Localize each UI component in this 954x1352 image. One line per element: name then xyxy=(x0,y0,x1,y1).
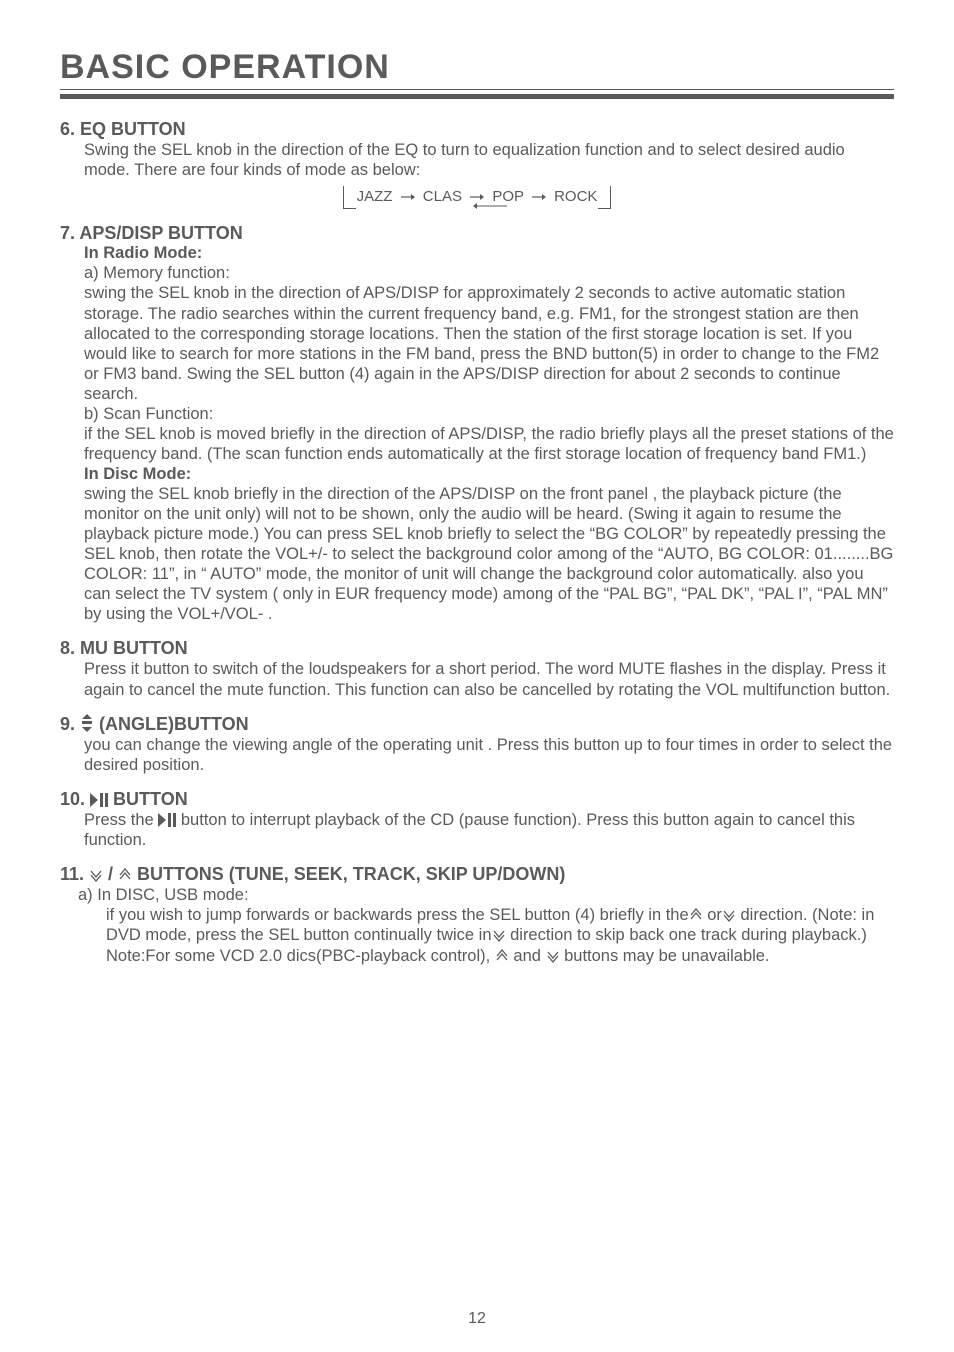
aps-disc-label: In Disc Mode: xyxy=(60,465,894,484)
play-heading-post: BUTTON xyxy=(108,789,188,809)
tune-body2-post: buttons may be unavailable. xyxy=(560,947,770,965)
aps-heading: 7. APS/DISP BUTTON xyxy=(60,223,894,244)
tune-body1-pre: if you wish to jump forwards or backward… xyxy=(106,906,689,924)
angle-heading-post: (ANGLE)BUTTON xyxy=(94,714,249,734)
play-body-post: button to interrupt playback of the CD (… xyxy=(84,811,855,849)
mu-body: Press it button to switch of the loudspe… xyxy=(60,659,894,699)
chevron-up-icon xyxy=(495,949,509,963)
aps-radio-a-body: swing the SEL knob in the direction of A… xyxy=(60,283,894,404)
angle-heading-pre: 9. xyxy=(60,714,80,734)
play-pause-icon xyxy=(158,813,176,827)
mu-heading: 8. MU BUTTON xyxy=(60,638,894,659)
chevron-down-icon xyxy=(89,868,103,882)
tune-body-1: if you wish to jump forwards or backward… xyxy=(60,905,894,945)
aps-radio-a: a) Memory function: xyxy=(60,263,894,283)
chevron-down-icon xyxy=(722,908,736,922)
tune-body2-pre: Note:For some VCD 2.0 dics(PBC-playback … xyxy=(106,947,495,965)
aps-disc-body: swing the SEL knob briefly in the direct… xyxy=(60,484,894,625)
eq-mode-3: ROCK xyxy=(554,188,597,205)
eq-mode-flow: JAZZ CLAS POP ROCK xyxy=(60,186,894,209)
eq-heading: 6. EQ BUTTON xyxy=(60,119,894,140)
arrow-right-icon xyxy=(470,193,484,201)
play-heading: 10. BUTTON xyxy=(60,789,894,810)
play-heading-pre: 10. xyxy=(60,789,90,809)
eq-mode-2: POP xyxy=(492,188,523,205)
arrow-right-icon xyxy=(401,193,415,201)
title-thick-rule xyxy=(60,94,894,99)
tune-heading: 11. / BUTTONS (TUNE, SEEK, TRACK, SKIP U… xyxy=(60,864,894,885)
tune-body-2: Note:For some VCD 2.0 dics(PBC-playback … xyxy=(60,946,894,966)
eq-mode-0: JAZZ xyxy=(357,188,393,205)
angle-body: you can change the viewing angle of the … xyxy=(60,735,894,775)
tune-heading-mid: / xyxy=(103,864,118,884)
page-number: 12 xyxy=(0,1310,954,1328)
tune-heading-pre: 11. xyxy=(60,864,89,884)
chevron-down-icon xyxy=(492,928,506,942)
tune-heading-post: BUTTONS (TUNE, SEEK, TRACK, SKIP UP/DOWN… xyxy=(132,864,565,884)
angle-heading: 9. (ANGLE)BUTTON xyxy=(60,714,894,735)
arrow-left-icon xyxy=(377,203,577,209)
tune-body2-mid: and xyxy=(509,947,546,965)
tune-body1-post: direction to skip back one track during … xyxy=(506,926,867,944)
aps-radio-label: In Radio Mode: xyxy=(60,244,894,263)
chevron-down-icon xyxy=(546,949,560,963)
play-pause-icon xyxy=(90,793,108,807)
eq-body: Swing the SEL knob in the direction of t… xyxy=(60,140,894,180)
tune-body1-mid1: or xyxy=(703,906,722,924)
play-body: Press the button to interrupt playback o… xyxy=(60,810,894,850)
eq-mode-1: CLAS xyxy=(423,188,462,205)
angle-icon xyxy=(80,714,94,732)
chevron-up-icon xyxy=(118,868,132,882)
title-thin-rule xyxy=(60,89,894,90)
chevron-up-icon xyxy=(689,908,703,922)
arrow-right-icon xyxy=(532,193,546,201)
tune-sub-a: a) In DISC, USB mode: xyxy=(60,885,894,905)
play-body-pre: Press the xyxy=(84,811,158,829)
page-title: BASIC OPERATION xyxy=(60,48,894,87)
aps-radio-b: b) Scan Function: xyxy=(60,404,894,424)
aps-radio-b-body: if the SEL knob is moved briefly in the … xyxy=(60,424,894,464)
